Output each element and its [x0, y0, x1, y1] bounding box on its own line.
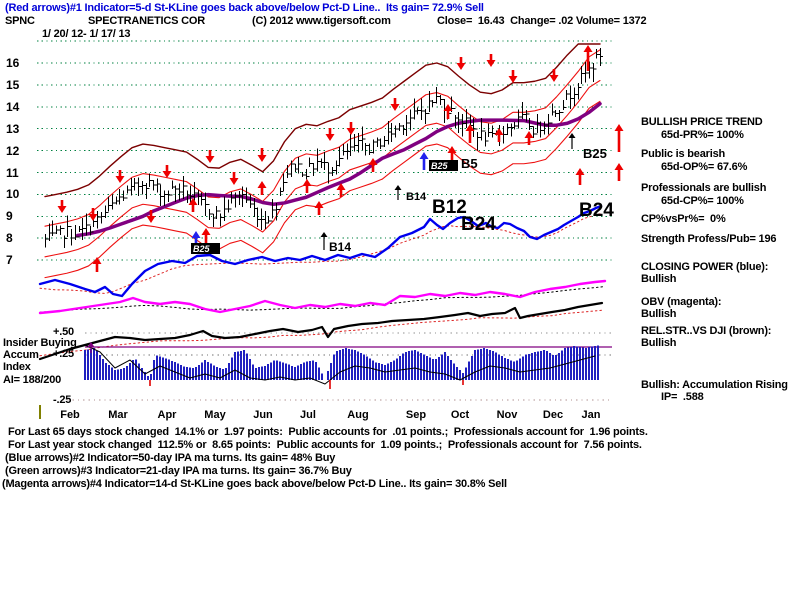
index-label: Index	[3, 361, 31, 373]
price-axis-label: 11	[6, 165, 19, 180]
analysis-panel-line: OBV (magenta):	[641, 296, 722, 308]
analysis-panel-line: BULLISH PRICE TREND	[641, 116, 763, 128]
footnote-line: (Magenta arrows)#4 Indicator=14-d St-KLi…	[2, 478, 507, 490]
analysis-panel-line: Public is bearish	[641, 148, 726, 160]
footnote-line: For Last 65 days stock changed 14.1% or …	[8, 426, 648, 438]
month-label: Feb	[60, 409, 80, 421]
analysis-panel-line: Bullish	[641, 308, 677, 320]
svg-text:B24: B24	[461, 214, 496, 235]
analysis-panel-line: 65d-CP%= 100%	[661, 195, 744, 207]
indicator1-legend: (Red arrows)#1 Indicator=5-d St-KLine go…	[5, 2, 484, 14]
svg-text:B14: B14	[406, 191, 427, 203]
price-axis-label: 15	[6, 77, 20, 92]
month-label: Aug	[347, 409, 369, 421]
month-label: Apr	[157, 409, 177, 421]
ticker-symbol: SPNC	[5, 15, 35, 27]
analysis-panel-line: Bullish	[641, 273, 677, 285]
copyright: (C) 2012 www.tigersoft.com	[252, 15, 391, 27]
price-axis-label: 13	[6, 121, 20, 136]
footnote-line: (Green arrows)#3 Indicator=21-day IPA ma…	[5, 465, 352, 477]
price-axis-label: 10	[6, 187, 20, 202]
price-axis-label: 9	[6, 209, 13, 224]
month-label: Jul	[300, 409, 316, 421]
price-axis-label: 8	[6, 231, 13, 246]
analysis-panel-line: Bullish	[641, 337, 677, 349]
analysis-panel-line: CP%vsPr%= 0%	[641, 213, 726, 225]
signal-arrows	[57, 45, 624, 353]
date-range: 1/ 20/ 12- 1/ 17/ 13	[42, 28, 131, 40]
svg-text:B25: B25	[583, 146, 607, 161]
analysis-panel-line: 65d-PR%= 100%	[661, 129, 744, 141]
price-gridlines	[37, 40, 612, 401]
svg-text:B25: B25	[193, 244, 211, 254]
svg-text:B24: B24	[579, 200, 614, 221]
month-label: Nov	[496, 409, 518, 421]
accum-label: Accum	[3, 349, 39, 361]
footnote-line: For Last year stock changed 112.5% or 8.…	[8, 439, 642, 451]
moving-average-line	[75, 101, 602, 238]
analysis-panel-line: REL.STR..VS DJI (brown):	[641, 325, 772, 337]
svg-text:B14: B14	[329, 240, 351, 254]
price-bands	[44, 43, 601, 279]
analysis-panel-line: IP= .588	[661, 391, 704, 403]
analysis-panel-line: Bullish: Accumulation Rising	[641, 379, 788, 391]
month-label: Sep	[405, 409, 427, 421]
month-label: Oct	[450, 409, 470, 421]
footnote-line: (Blue arrows)#2 Indicator=50-day IPA ma …	[5, 452, 336, 464]
svg-text:B25: B25	[431, 161, 449, 171]
month-label: May	[204, 409, 226, 421]
price-axis-label: 14	[6, 99, 20, 114]
price-axis-label: 7	[6, 253, 13, 268]
month-label: Mar	[108, 409, 128, 421]
price-axis-label: 12	[6, 143, 20, 158]
insider-buying-label: Insider Buying	[3, 337, 77, 349]
candlestick-series	[45, 48, 603, 249]
ai-axis-plus25: +.25	[53, 348, 74, 360]
company-name: SPECTRANETICS COR	[88, 15, 205, 27]
ai-axis-plus50: +.50	[53, 326, 74, 338]
analysis-panel-line: 65d-OP%= 67.6%	[661, 161, 748, 173]
indicator-lines	[38, 204, 612, 361]
ai-axis-minus25: -.25	[53, 394, 72, 406]
analysis-panel-line: Strength Profess/Pub= 196	[641, 233, 777, 245]
analysis-panel-line: CLOSING POWER (blue):	[641, 261, 769, 273]
accumulation-histogram	[39, 344, 599, 419]
ai-value: AI= 188/200	[3, 374, 62, 386]
quote-summary: Close= 16.43 Change= .02 Volume= 1372	[437, 15, 647, 27]
month-label: Jun	[253, 409, 273, 421]
signal-labels: B5 B14 B12 B14 B24 B24 B25 B25 B25	[191, 146, 614, 254]
month-label: Jan	[581, 409, 601, 421]
analysis-panel-line: Professionals are bullish	[641, 182, 767, 194]
svg-text:B5: B5	[461, 156, 478, 171]
price-axis-label: 16	[6, 56, 20, 70]
svg-text:B12: B12	[432, 197, 467, 218]
month-label: Dec	[542, 409, 564, 421]
